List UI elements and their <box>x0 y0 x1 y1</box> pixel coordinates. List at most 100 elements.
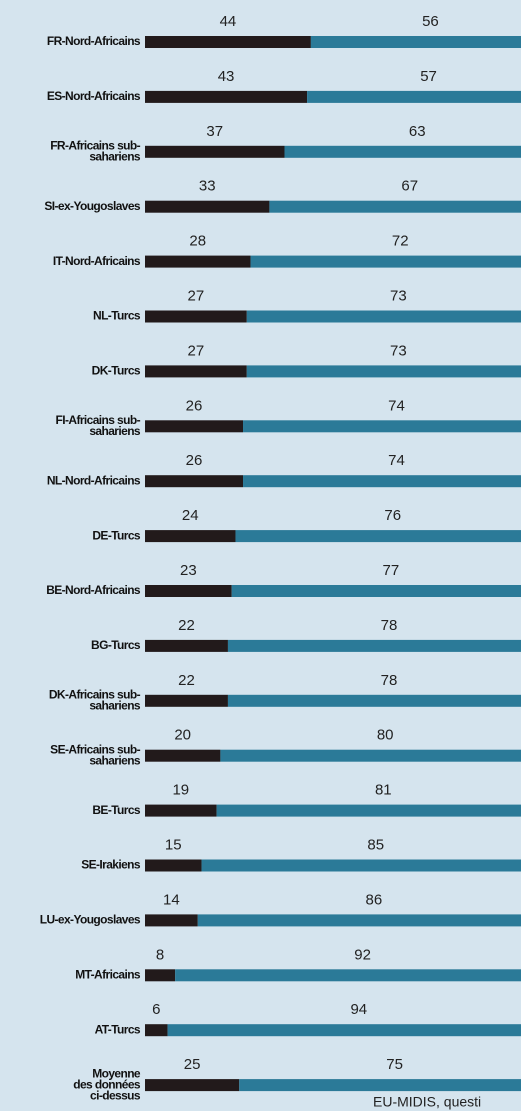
category-label: sahariens <box>89 424 141 438</box>
value-label: 94 <box>350 1001 367 1018</box>
category-label: sahariens <box>89 698 141 712</box>
bar-segment <box>243 420 521 433</box>
bar-segment <box>145 365 247 378</box>
value-label: 20 <box>174 727 191 744</box>
bar-segment <box>145 36 311 48</box>
value-label: 63 <box>409 123 426 140</box>
value-label: 77 <box>383 562 400 579</box>
category-label: BG-Turcs <box>91 638 141 652</box>
bar-segment <box>227 694 521 707</box>
value-label: 67 <box>401 178 418 195</box>
bar-segment <box>235 530 521 543</box>
value-label: 81 <box>375 782 392 799</box>
value-label: 74 <box>388 397 405 414</box>
bar-segment <box>220 749 521 762</box>
value-label: 26 <box>186 452 203 469</box>
value-label: 86 <box>366 891 383 908</box>
bar-segment <box>145 200 270 213</box>
category-label: AT-Turcs <box>95 1022 141 1036</box>
value-label: 27 <box>188 287 205 304</box>
bar-segment <box>145 859 202 872</box>
value-label: 74 <box>388 452 405 469</box>
value-label: 15 <box>165 836 182 853</box>
bar-segment <box>284 145 521 158</box>
value-label: 78 <box>381 617 398 634</box>
category-label: sahariens <box>89 753 141 767</box>
bar-segment <box>269 200 521 213</box>
bar-segment <box>227 639 521 652</box>
category-label: SE-Africains sub- <box>50 742 140 756</box>
value-label: 27 <box>188 342 205 359</box>
bar-segment <box>145 475 244 488</box>
bar-segment <box>145 310 247 323</box>
category-label: ci-dessus <box>90 1088 141 1102</box>
value-label: 28 <box>189 233 206 250</box>
bar-segment <box>201 859 521 872</box>
category-label: FI-Africains sub- <box>56 413 141 427</box>
bar-segment <box>246 310 521 323</box>
category-label: BE-Turcs <box>92 803 141 817</box>
category-label: FR-Nord-Africains <box>47 34 141 48</box>
category-label: ES-Nord-Africains <box>47 89 141 103</box>
value-label: 22 <box>178 672 195 689</box>
bar-segment <box>246 365 521 378</box>
bar-segment <box>145 804 217 817</box>
bar-segment <box>250 255 521 268</box>
category-label: MT-Africains <box>75 967 141 981</box>
bar-segment <box>145 969 176 982</box>
bar-segment <box>216 804 521 817</box>
value-label: 6 <box>152 1001 160 1018</box>
category-label: DK-Africains sub- <box>49 687 141 701</box>
value-label: 44 <box>220 13 237 30</box>
category-label: BE-Nord-Africains <box>46 583 141 597</box>
value-label: 22 <box>178 617 195 634</box>
value-label: 76 <box>384 507 401 524</box>
value-label: 26 <box>186 397 203 414</box>
bar-segment <box>175 969 521 982</box>
value-label: 43 <box>218 68 235 85</box>
bar-segment <box>145 749 221 762</box>
value-label: 23 <box>180 562 197 579</box>
category-label: NL-Turcs <box>93 309 141 323</box>
value-label: 33 <box>199 178 216 195</box>
bar-segment <box>243 475 521 488</box>
value-label: 8 <box>156 946 164 963</box>
category-label: IT-Nord-Africains <box>53 254 141 268</box>
bar-segment <box>145 1079 240 1092</box>
bar-segment <box>145 914 198 927</box>
bar-segment <box>167 1024 521 1037</box>
category-label: FR-Africains sub- <box>50 138 140 152</box>
category-label: SE-Irakiens <box>81 858 141 872</box>
value-label: 72 <box>392 233 409 250</box>
value-label: 24 <box>182 507 199 524</box>
bar-segment <box>145 145 285 158</box>
bar-segment <box>145 420 244 433</box>
bar-segment <box>145 90 308 103</box>
category-label: NL-Nord-Africains <box>47 473 141 487</box>
value-label: 56 <box>422 13 439 30</box>
value-label: 92 <box>354 946 371 963</box>
bar-segment <box>145 585 232 597</box>
category-label: sahariens <box>89 149 141 163</box>
bar-segment <box>307 90 521 103</box>
bar-segment <box>145 1024 168 1037</box>
value-label: 78 <box>381 672 398 689</box>
value-label: 73 <box>390 342 407 359</box>
bar-segment <box>145 639 228 652</box>
bar-segment <box>145 694 228 707</box>
value-label: 25 <box>184 1056 201 1073</box>
source: EU-MIDIS, questi <box>373 1094 481 1110</box>
value-label: 37 <box>206 123 223 140</box>
category-label: DK-Turcs <box>92 364 141 378</box>
bar-segment <box>197 914 521 927</box>
bar-segment <box>145 530 236 543</box>
category-label: Moyenne <box>92 1066 141 1080</box>
value-label: 80 <box>377 727 394 744</box>
category-label: DE-Turcs <box>92 528 141 542</box>
value-label: 73 <box>390 287 407 304</box>
value-label: 85 <box>367 836 384 853</box>
value-label: 57 <box>420 68 437 85</box>
category-label: des données <box>73 1077 141 1091</box>
